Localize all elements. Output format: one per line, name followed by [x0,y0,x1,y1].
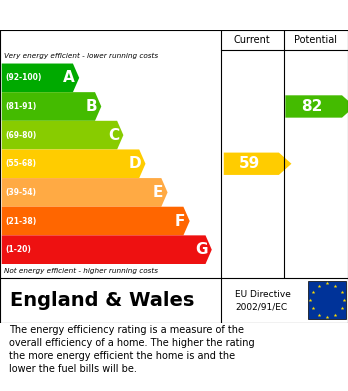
Text: D: D [128,156,141,171]
Text: Potential: Potential [294,35,337,45]
Text: (92-100): (92-100) [5,74,42,83]
Polygon shape [2,235,212,264]
Text: (39-54): (39-54) [5,188,36,197]
Text: Energy Efficiency Rating: Energy Efficiency Rating [69,7,279,23]
Text: E: E [153,185,163,200]
Text: C: C [108,127,119,143]
Text: 82: 82 [301,99,322,114]
Polygon shape [2,121,124,149]
Text: F: F [175,213,185,228]
Polygon shape [2,92,101,121]
Text: (21-38): (21-38) [5,217,37,226]
Text: Current: Current [234,35,271,45]
Text: Very energy efficient - lower running costs: Very energy efficient - lower running co… [4,53,158,59]
Text: Not energy efficient - higher running costs: Not energy efficient - higher running co… [4,267,158,274]
Text: EU Directive: EU Directive [235,290,291,299]
Text: A: A [63,70,75,85]
Polygon shape [2,149,145,178]
Text: The energy efficiency rating is a measure of the
overall efficiency of a home. T: The energy efficiency rating is a measur… [9,325,254,374]
Polygon shape [2,63,79,92]
Text: G: G [195,242,207,257]
Text: (55-68): (55-68) [5,159,36,168]
Text: 2002/91/EC: 2002/91/EC [235,302,287,311]
Text: B: B [85,99,97,114]
Bar [308,281,346,319]
Text: England & Wales: England & Wales [10,291,195,310]
Polygon shape [285,95,348,118]
Text: (69-80): (69-80) [5,131,37,140]
Polygon shape [224,152,292,175]
Text: (1-20): (1-20) [5,245,31,254]
Text: (81-91): (81-91) [5,102,37,111]
Polygon shape [2,178,168,207]
Text: 59: 59 [238,156,260,171]
Polygon shape [2,207,190,235]
